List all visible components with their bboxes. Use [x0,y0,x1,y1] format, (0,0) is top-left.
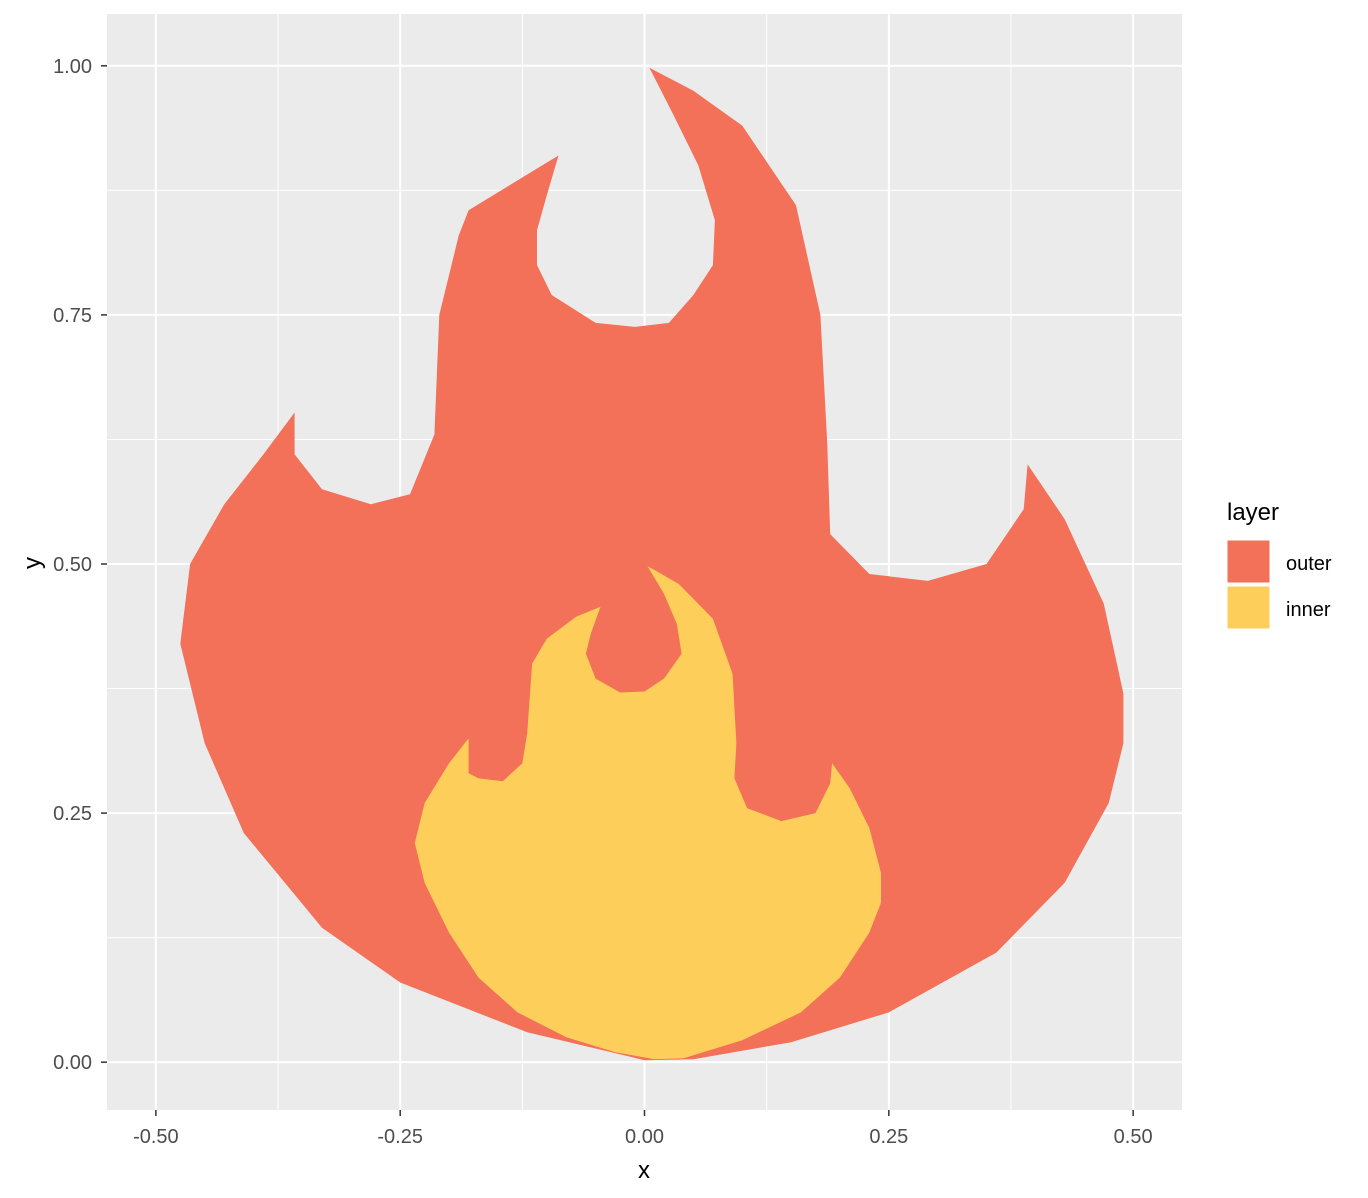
series-outer-shape [180,67,1124,1061]
legend: layer outer inner [1226,499,1332,630]
series-inner-shape [414,566,881,1060]
legend-key-inner [1226,585,1271,630]
y-axis-title: y [19,557,46,569]
x-axis-title: x [638,1157,650,1184]
x-tick-label: 0.25 [869,1126,908,1148]
x-tick-label: 0.00 [625,1126,664,1148]
axis-ticks [101,65,1134,1116]
y-tick-label: 0.50 [53,554,92,576]
y-tick-label: 1.00 [53,56,92,78]
series-layer [180,67,1124,1061]
y-tick-label: 0.75 [53,305,92,327]
legend-title: layer [1227,499,1279,526]
y-tick-label: 0.00 [53,1052,92,1074]
x-tick-label: -0.25 [377,1126,423,1148]
legend-label-inner: inner [1286,599,1331,621]
x-tick-label: -0.50 [133,1126,179,1148]
x-tick-label: 0.50 [1114,1126,1153,1148]
legend-key-outer [1226,539,1271,584]
y-tick-label: 0.25 [53,803,92,825]
legend-label-outer: outer [1286,553,1332,575]
